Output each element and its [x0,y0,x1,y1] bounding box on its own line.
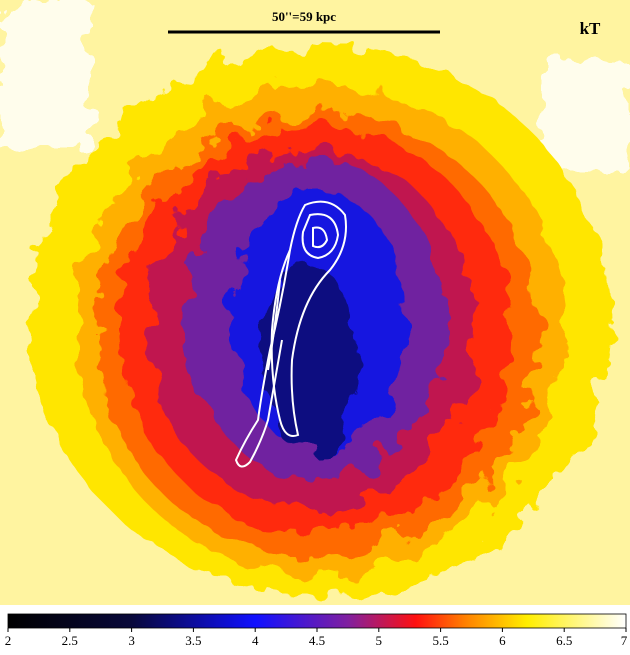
colorbar-tick-label: 3.5 [185,633,201,648]
colorbar-tick-label: 3 [128,633,135,648]
colorbar-tick-label: 4 [252,633,259,648]
colorbar-tick-label: 6 [499,633,506,648]
colorbar [7,613,627,629]
radio-contours [234,200,347,468]
colorbar-tick-label: 5.5 [432,633,448,648]
temperature-map [0,0,630,605]
colorbar-tick-label: 2.5 [62,633,78,648]
scale-bar-label: 50''=59 kpc [272,9,336,24]
map-label: kT [580,19,601,38]
colorbar-tick-label: 2 [5,633,12,648]
colorbar-tick-label: 5 [376,633,383,648]
colorbar-tick-label: 7 [621,633,628,648]
colorbar-tick-label: 4.5 [309,633,325,648]
colorbar-tick-label: 6.5 [556,633,572,648]
